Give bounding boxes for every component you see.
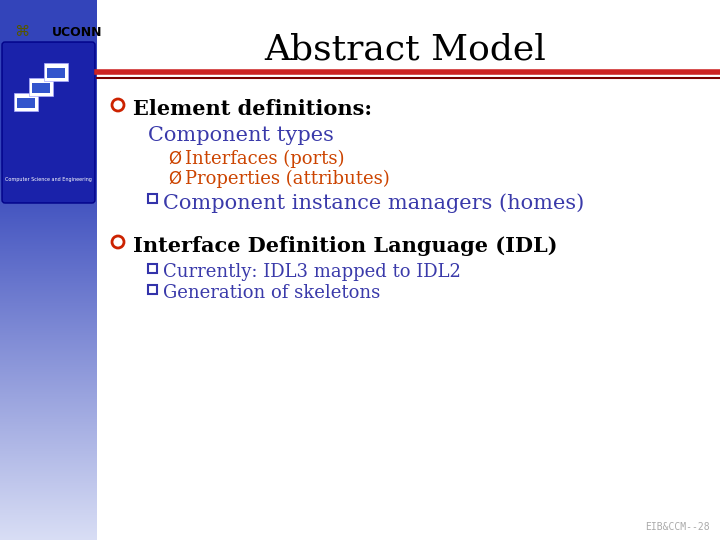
Text: Computer Science and Engineering: Computer Science and Engineering (4, 177, 91, 182)
Text: EIB&CCM--28: EIB&CCM--28 (645, 522, 710, 532)
Text: ⌘: ⌘ (14, 24, 30, 39)
Bar (32, 83, 50, 93)
Text: Ø: Ø (168, 170, 181, 188)
FancyBboxPatch shape (14, 93, 38, 111)
Text: Currently: IDL3 mapped to IDL2: Currently: IDL3 mapped to IDL2 (163, 263, 461, 281)
Bar (17, 98, 35, 108)
FancyBboxPatch shape (29, 78, 53, 96)
Bar (47, 68, 65, 78)
FancyBboxPatch shape (44, 63, 68, 81)
Text: Generation of skeletons: Generation of skeletons (163, 284, 380, 302)
Text: Element definitions:: Element definitions: (133, 99, 372, 119)
Text: Component types: Component types (148, 126, 334, 145)
FancyBboxPatch shape (2, 42, 95, 203)
Text: Interface Definition Language (IDL): Interface Definition Language (IDL) (133, 236, 557, 256)
Text: Ø: Ø (168, 150, 181, 168)
Bar (148, 264, 156, 273)
Bar (148, 285, 156, 294)
Bar (148, 193, 156, 202)
Text: Properties (attributes): Properties (attributes) (185, 170, 390, 188)
Text: UCONN: UCONN (52, 26, 102, 39)
Text: Component instance managers (homes): Component instance managers (homes) (163, 193, 584, 213)
Text: Interfaces (ports): Interfaces (ports) (185, 150, 344, 168)
Text: Abstract Model: Abstract Model (264, 32, 546, 66)
